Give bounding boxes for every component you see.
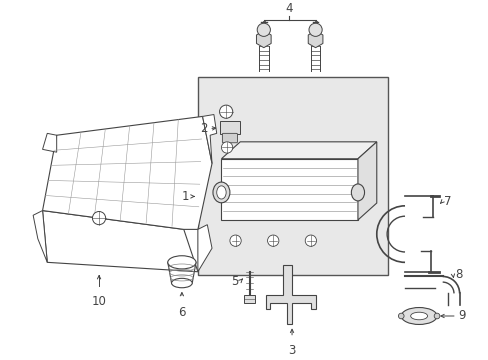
Text: 7: 7 xyxy=(443,195,450,208)
Ellipse shape xyxy=(167,256,196,269)
Ellipse shape xyxy=(171,278,192,288)
Polygon shape xyxy=(357,142,376,220)
Polygon shape xyxy=(198,225,212,272)
Text: 9: 9 xyxy=(458,310,465,323)
Polygon shape xyxy=(221,142,376,159)
Polygon shape xyxy=(42,116,212,229)
Circle shape xyxy=(219,105,232,118)
Text: 8: 8 xyxy=(454,268,461,281)
Ellipse shape xyxy=(398,313,403,319)
Text: 3: 3 xyxy=(288,344,295,357)
Circle shape xyxy=(308,23,322,36)
Text: 6: 6 xyxy=(178,306,185,319)
Bar xyxy=(219,121,240,134)
Ellipse shape xyxy=(213,182,229,203)
Text: 4: 4 xyxy=(285,2,292,15)
Circle shape xyxy=(257,23,270,36)
Bar xyxy=(221,159,357,220)
Polygon shape xyxy=(33,211,47,262)
Circle shape xyxy=(229,235,241,246)
Bar xyxy=(198,77,387,275)
Text: 10: 10 xyxy=(91,295,106,308)
FancyBboxPatch shape xyxy=(222,133,237,143)
Ellipse shape xyxy=(216,186,225,199)
Text: 1: 1 xyxy=(182,190,189,203)
Circle shape xyxy=(92,211,105,225)
Text: 5: 5 xyxy=(230,275,238,288)
Ellipse shape xyxy=(410,312,427,320)
Polygon shape xyxy=(42,133,57,152)
Ellipse shape xyxy=(351,184,364,201)
Bar xyxy=(244,295,255,303)
Polygon shape xyxy=(202,114,216,163)
Text: 2: 2 xyxy=(200,122,207,135)
Polygon shape xyxy=(265,265,315,324)
Circle shape xyxy=(221,142,232,153)
Ellipse shape xyxy=(433,313,439,319)
Circle shape xyxy=(267,235,278,246)
Ellipse shape xyxy=(401,307,436,324)
Circle shape xyxy=(305,235,316,246)
Polygon shape xyxy=(42,211,198,272)
